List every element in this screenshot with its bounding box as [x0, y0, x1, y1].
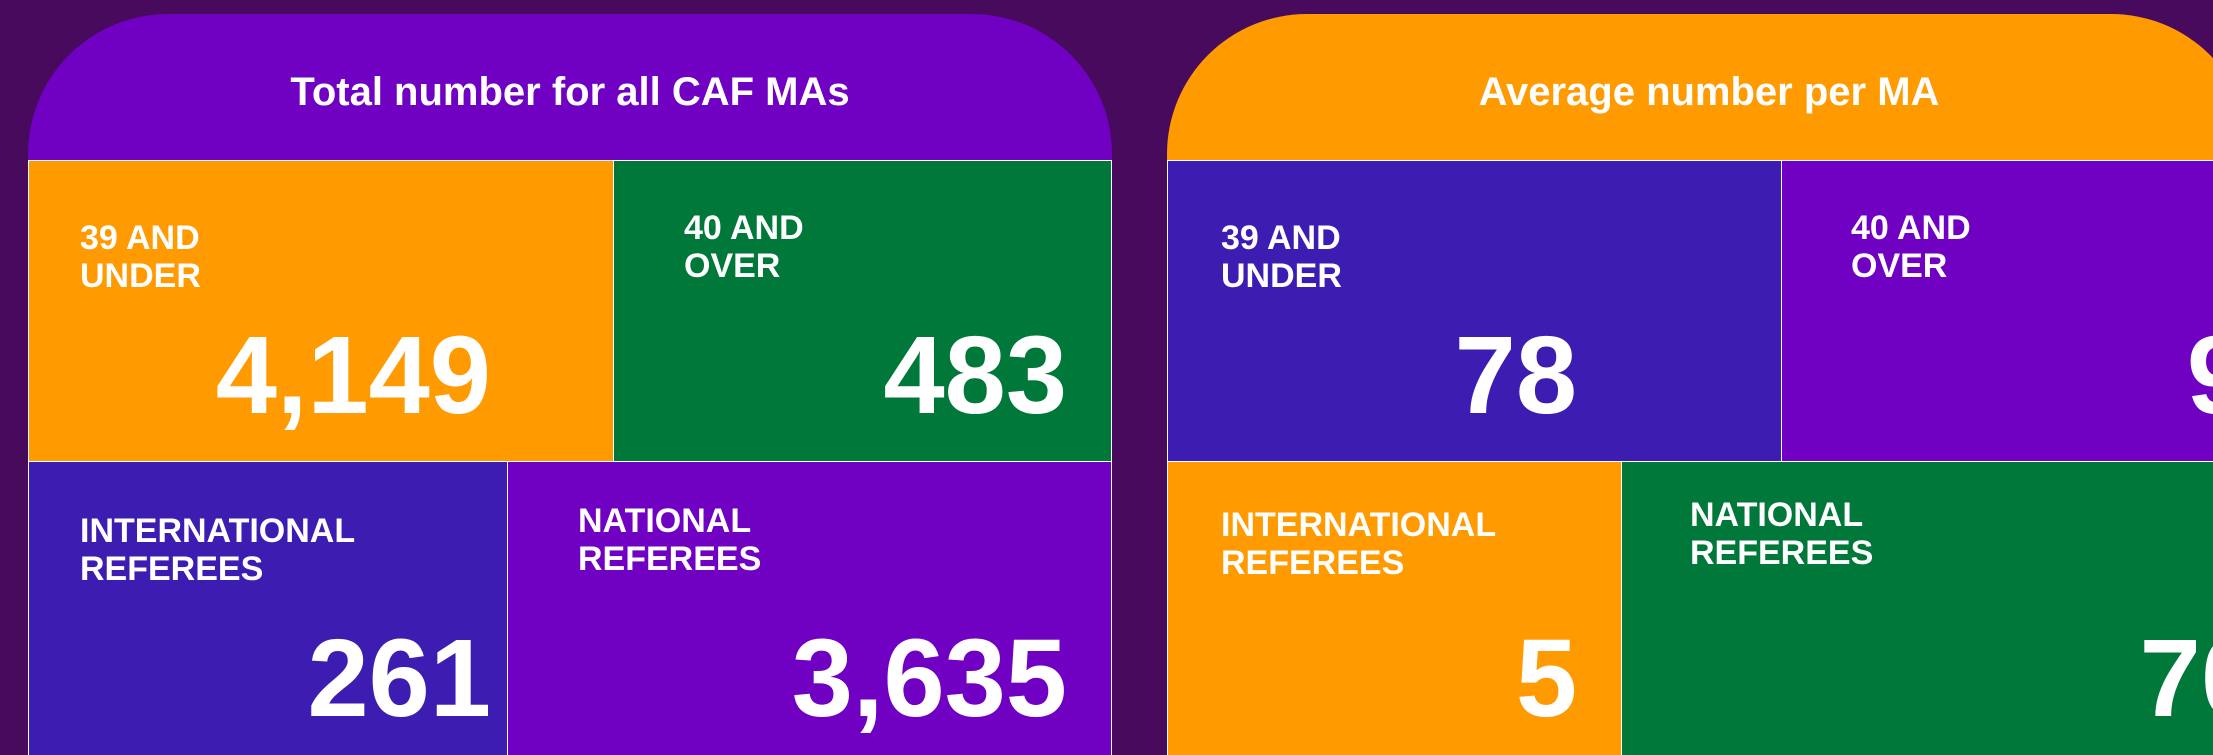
cell-label: 39 AND UNDER: [80, 219, 201, 295]
cell-value: 3,635: [791, 617, 1067, 740]
cell-value: 4,149: [215, 314, 491, 437]
panel: Average number per MA 39 AND UNDER 78 40…: [1167, 14, 2213, 755]
cell: NATIONAL REFEREES 3,635: [507, 461, 1112, 755]
cell-label: INTERNATIONAL REFEREES: [1221, 506, 1497, 582]
cell-value: 70: [2139, 617, 2213, 740]
panel: Total number for all CAF MAs 39 AND UNDE…: [28, 14, 1112, 755]
cell-label: 40 AND OVER: [1851, 209, 1971, 285]
cell: 40 AND OVER 483: [613, 160, 1112, 462]
cell-label: INTERNATIONAL REFEREES: [80, 512, 356, 588]
panel-title: Total number for all CAF MAs: [290, 70, 850, 114]
cell-value: 9: [2187, 321, 2213, 431]
cell: 40 AND OVER 9: [1781, 160, 2213, 462]
cell-label: 39 AND UNDER: [1221, 219, 1342, 295]
panel-title: Average number per MA: [1478, 70, 1940, 114]
cell-value: 5: [1515, 617, 1577, 740]
cell: NATIONAL REFEREES 70: [1621, 461, 2213, 755]
cell-value: 261: [307, 617, 491, 740]
cell: INTERNATIONAL REFEREES 5: [1167, 461, 1622, 755]
cell-label: 40 AND OVER: [684, 209, 804, 285]
cell: INTERNATIONAL REFEREES 261: [28, 461, 508, 755]
cell: 39 AND UNDER 78: [1167, 160, 1782, 462]
cell-label: NATIONAL REFEREES: [1690, 496, 1874, 572]
cell-value: 78: [1454, 314, 1577, 437]
cell: 39 AND UNDER 4,149: [28, 160, 614, 462]
cell-value: 483: [883, 314, 1067, 437]
cell-label: NATIONAL REFEREES: [578, 502, 762, 578]
